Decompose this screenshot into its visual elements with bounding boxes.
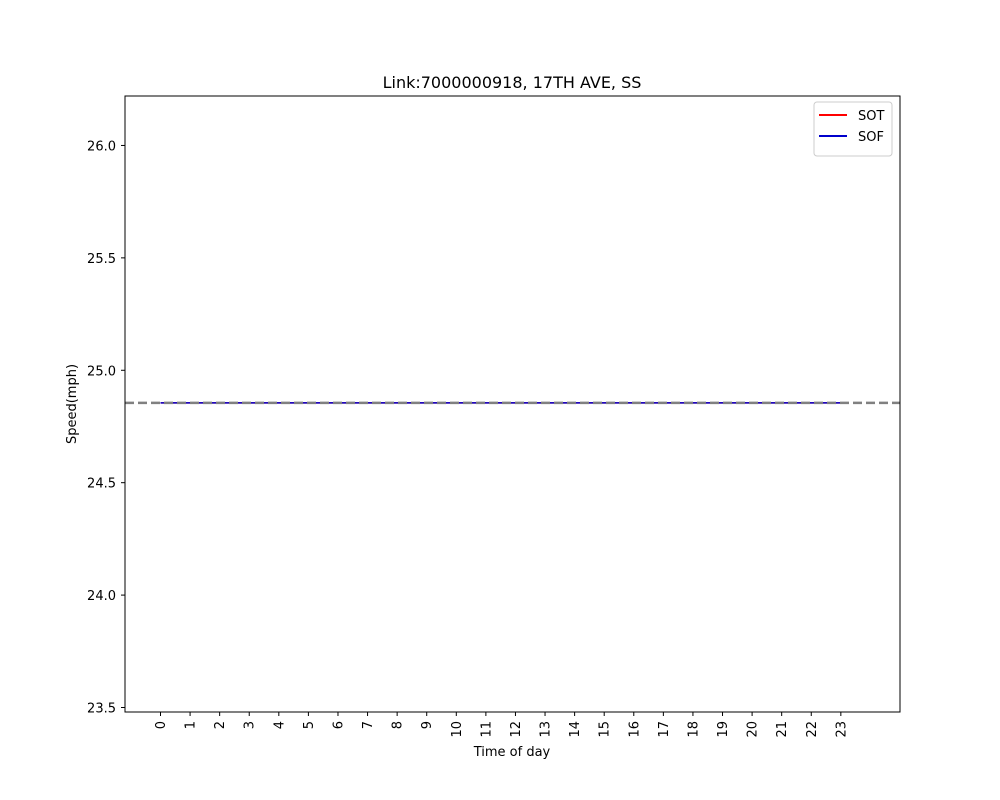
x-tick-label: 23 (834, 721, 849, 738)
x-tick-label: 17 (657, 721, 672, 738)
legend-label-sof: SOF (858, 130, 884, 145)
x-tick-label: 15 (598, 721, 613, 738)
x-tick-label: 6 (331, 721, 346, 729)
x-tick-label: 14 (568, 721, 583, 738)
x-axis-label: Time of day (473, 745, 551, 760)
y-tick-label: 26.0 (87, 139, 116, 154)
x-tick-label: 12 (509, 721, 524, 738)
chart-title: Link:7000000918, 17TH AVE, SS (383, 73, 642, 92)
x-tick-label: 2 (213, 721, 228, 729)
x-tick-label: 16 (627, 721, 642, 738)
y-tick-label: 25.5 (87, 252, 116, 267)
x-tick-label: 10 (450, 721, 465, 738)
y-tick-label: 23.5 (87, 702, 116, 717)
axes: 23.524.024.525.025.526.00 1 2 3 4 5 6 7 8 9 10 11 12… (87, 95, 901, 738)
legend: SOT SOF (813, 101, 893, 157)
legend-label-sot: SOT (858, 109, 884, 124)
x-tick-label: 19 (716, 721, 731, 738)
x-tick-label: 3 (243, 721, 258, 729)
y-tick-label: 24.0 (87, 589, 116, 604)
x-tick-label: 4 (272, 721, 287, 729)
x-tick-label: 21 (775, 721, 790, 738)
y-axis-label: Speed(mph) (65, 364, 80, 444)
x-tick-label: 11 (479, 721, 494, 738)
x-tick-label: 13 (539, 721, 554, 738)
x-tick-label: 20 (746, 721, 761, 738)
x-tick-label: 0 (154, 721, 169, 729)
x-tick-label: 7 (361, 721, 376, 729)
y-tick-label: 24.5 (87, 477, 116, 492)
x-tick-label: 18 (686, 721, 701, 738)
x-tick-label: 1 (184, 721, 199, 729)
x-tick-label: 22 (805, 721, 820, 738)
x-tick-label: 9 (420, 721, 435, 729)
x-tick-label: 5 (302, 721, 317, 729)
x-tick-label: 8 (391, 721, 406, 729)
y-tick-label: 25.0 (87, 364, 116, 379)
axes-frame (124, 95, 901, 713)
